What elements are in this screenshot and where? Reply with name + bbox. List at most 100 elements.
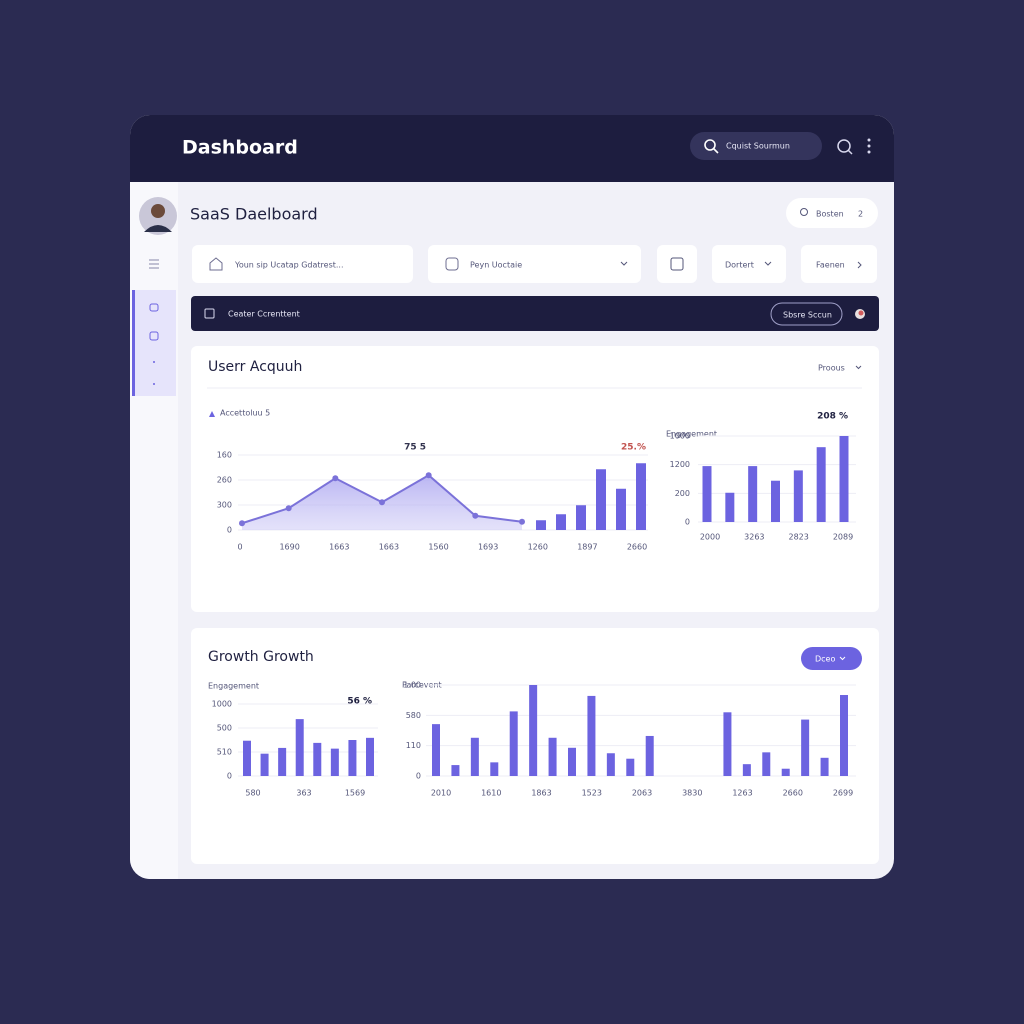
bar bbox=[295, 719, 304, 776]
annotation: 208 % bbox=[817, 412, 848, 422]
x-axis-label: 2000 bbox=[700, 533, 720, 542]
bar bbox=[313, 742, 322, 776]
chart-title: Engagement bbox=[208, 682, 259, 691]
bar bbox=[816, 447, 826, 522]
filter-select[interactable] bbox=[712, 245, 786, 283]
bar bbox=[490, 762, 499, 776]
filter-select-text: Dortert bbox=[725, 261, 754, 270]
search-icon bbox=[704, 139, 716, 151]
bar bbox=[556, 514, 566, 530]
y-axis-label: 300 bbox=[217, 501, 232, 510]
status-dot bbox=[858, 310, 864, 316]
bar bbox=[278, 747, 287, 776]
x-axis-label: 2089 bbox=[833, 533, 853, 542]
bar bbox=[748, 466, 758, 522]
chart-title: Parcevent bbox=[402, 681, 442, 690]
x-axis-label: 1663 bbox=[379, 543, 399, 552]
point bbox=[379, 499, 385, 506]
banner-icon bbox=[204, 308, 215, 319]
x-axis-label: 1693 bbox=[478, 543, 498, 552]
bar bbox=[725, 492, 735, 522]
bar bbox=[470, 737, 479, 776]
x-axis-label: 2063 bbox=[632, 789, 652, 798]
bar bbox=[509, 711, 518, 776]
bar bbox=[587, 695, 596, 776]
nav-icon[interactable] bbox=[149, 303, 159, 312]
sidebar bbox=[130, 182, 178, 879]
panel-title: Growth Growth bbox=[208, 649, 314, 665]
panel-button-text: Dceo bbox=[815, 655, 835, 664]
menu-icon[interactable] bbox=[149, 259, 159, 269]
bar bbox=[432, 724, 440, 776]
x-axis-label: 1863 bbox=[531, 789, 551, 798]
chevron bbox=[855, 365, 862, 370]
bar bbox=[330, 748, 339, 776]
y-axis-label: 1200 bbox=[670, 460, 690, 469]
bar bbox=[781, 768, 790, 776]
y-axis-label: 580 bbox=[406, 711, 421, 720]
x-axis-label: 363 bbox=[296, 789, 311, 798]
x-axis-label: 2660 bbox=[783, 789, 803, 798]
x-axis-label: 0 bbox=[237, 543, 242, 552]
bar bbox=[840, 695, 848, 776]
bar bbox=[820, 757, 829, 776]
y-axis-label: 500 bbox=[217, 724, 232, 733]
x-axis-label: 1560 bbox=[428, 543, 448, 552]
panel-title: Userr Acquuh bbox=[208, 359, 302, 375]
bar bbox=[636, 463, 646, 530]
panel-menu[interactable]: Proous bbox=[818, 364, 845, 373]
nav-dot bbox=[153, 383, 155, 385]
banner-button[interactable] bbox=[770, 302, 843, 326]
search-icon bbox=[713, 148, 719, 154]
panel-button[interactable] bbox=[801, 647, 862, 670]
banner-text: Ceater Ccrenttent bbox=[228, 310, 300, 319]
y-axis-label: 260 bbox=[217, 476, 232, 485]
bar bbox=[771, 480, 780, 522]
chevron bbox=[620, 261, 628, 266]
select-icon bbox=[445, 257, 459, 271]
filter-select-text: Peyn Uoctaie bbox=[470, 261, 522, 270]
annotation: 25.% bbox=[621, 443, 646, 453]
bar bbox=[576, 505, 586, 530]
bar bbox=[762, 752, 771, 776]
bar bbox=[702, 466, 712, 522]
bar bbox=[616, 488, 626, 530]
annotation: 56 % bbox=[347, 697, 372, 707]
search-box[interactable] bbox=[690, 132, 822, 160]
bar bbox=[348, 740, 357, 776]
y-axis-label: 0 bbox=[416, 772, 421, 781]
more-menu[interactable] bbox=[867, 138, 871, 154]
top-button[interactable] bbox=[786, 198, 878, 228]
bar bbox=[260, 753, 269, 776]
bar bbox=[801, 719, 810, 776]
y-axis-label: 0 bbox=[685, 518, 690, 527]
filter-search[interactable] bbox=[192, 245, 413, 283]
chart-title: Engagement bbox=[666, 430, 717, 439]
nav-icon[interactable] bbox=[149, 331, 159, 341]
bar bbox=[742, 764, 751, 776]
filter-button[interactable] bbox=[801, 245, 877, 283]
y-axis-label: 0 bbox=[227, 526, 232, 535]
page-title: SaaS Daelboard bbox=[190, 205, 318, 224]
bar bbox=[548, 737, 557, 776]
banner bbox=[191, 296, 879, 331]
y-axis-label: 200 bbox=[675, 489, 690, 498]
filter-search-text: Youn sip Ucatap Gdatrest... bbox=[234, 261, 344, 270]
x-axis-label: 1897 bbox=[577, 543, 597, 552]
y-axis-label: 1.00 bbox=[403, 681, 421, 690]
point bbox=[239, 520, 245, 527]
filter-select[interactable] bbox=[428, 245, 641, 283]
search-button[interactable] bbox=[837, 139, 851, 153]
calendar-button[interactable] bbox=[657, 245, 697, 283]
chevron bbox=[857, 261, 862, 269]
y-axis-label: 1000 bbox=[670, 432, 690, 441]
point bbox=[472, 512, 479, 519]
sidebar-indicator bbox=[132, 290, 135, 396]
top-button-text: Bosten bbox=[816, 210, 844, 219]
y-axis-label: 0 bbox=[227, 772, 232, 781]
sidebar-active[interactable] bbox=[132, 290, 176, 396]
filter-button-text: Faenen bbox=[816, 261, 845, 270]
bar bbox=[451, 765, 460, 776]
top-button-icon bbox=[800, 208, 808, 216]
x-axis-label: 2823 bbox=[788, 533, 808, 542]
